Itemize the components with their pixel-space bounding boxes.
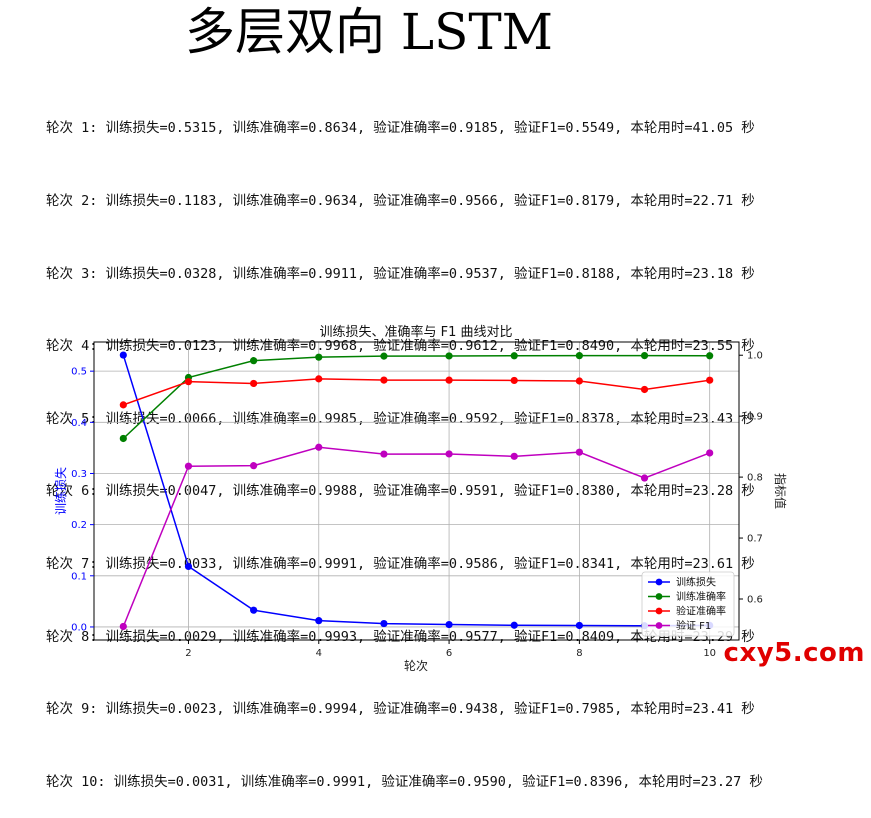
data-point <box>445 352 453 360</box>
legend-box <box>641 571 735 637</box>
plot-frame <box>93 341 740 641</box>
data-point <box>510 376 518 385</box>
series-line <box>122 354 710 627</box>
data-point <box>575 448 583 456</box>
series-line <box>122 354 710 440</box>
log-line: 轮次 10: 训练损失=0.0031, 训练准确率=0.9991, 验证准确率=… <box>46 773 763 790</box>
left-y-tick-label: 0.2 <box>71 520 87 531</box>
data-point <box>250 379 258 388</box>
x-tick-label: 4 <box>316 648 322 659</box>
data-point <box>250 357 258 365</box>
data-point <box>706 352 714 360</box>
legend-label: 训练损失 <box>676 576 716 589</box>
x-tick-label: 10 <box>703 648 716 659</box>
right-y-tick-label: 0.8 <box>747 473 763 484</box>
left-y-tick-label: 0.4 <box>71 418 87 429</box>
log-line: 轮次 7: 训练损失=0.0033, 训练准确率=0.9991, 验证准确率=0… <box>46 555 755 572</box>
data-point <box>315 443 323 451</box>
x-axis-label: 轮次 <box>404 659 428 673</box>
data-point <box>445 376 453 384</box>
data-point <box>315 353 323 361</box>
right-y-tick-label: 1.0 <box>747 351 763 362</box>
legend-swatch-marker <box>655 593 663 600</box>
left-axis-label: 训练损失 <box>53 467 68 515</box>
data-point <box>640 351 649 360</box>
legend-label: 验证准确率 <box>676 605 726 618</box>
data-point <box>184 462 193 470</box>
data-point <box>315 617 323 625</box>
data-point <box>119 434 127 443</box>
data-point <box>184 562 193 571</box>
series-line <box>122 446 710 627</box>
data-point <box>184 378 193 386</box>
data-point <box>250 462 258 470</box>
data-point <box>119 622 127 631</box>
log-line: 轮次 5: 训练损失=0.0066, 训练准确率=0.9985, 验证准确率=0… <box>46 410 755 427</box>
data-point <box>640 474 649 482</box>
log-line: 轮次 9: 训练损失=0.0023, 训练准确率=0.9994, 验证准确率=0… <box>46 701 755 718</box>
metrics-chart: 训练损失、准确率与 F1 曲线对比 2 4 6 8 10 0.0 0.1 0.2 0.3 0.4 0… <box>53 324 788 673</box>
data-point <box>510 352 518 360</box>
x-tick-label: 8 <box>576 648 582 659</box>
data-point <box>640 385 649 394</box>
data-point <box>445 620 453 629</box>
left-y-tick-label: 0.3 <box>71 469 87 480</box>
x-tick-label: 6 <box>446 648 452 659</box>
legend-swatch-marker <box>655 607 663 615</box>
data-point <box>510 452 518 460</box>
left-y-tick-label: 0.5 <box>71 367 87 378</box>
series-line <box>123 378 710 406</box>
left-y-tick-label: 0.1 <box>71 571 87 582</box>
data-point <box>250 606 258 614</box>
data-point <box>445 450 453 458</box>
page-title: 多层双向 LSTM <box>185 3 553 61</box>
data-point <box>119 401 127 409</box>
log-line: 轮次 8: 训练损失=0.0029, 训练准确率=0.9993, 验证准确率=0… <box>46 628 755 645</box>
log-line: 轮次 2: 训练损失=0.1183, 训练准确率=0.9634, 验证准确率=0… <box>46 193 755 209</box>
data-point <box>119 351 127 359</box>
log-line: 轮次 3: 训练损失=0.0328, 训练准确率=0.9911, 验证准确率=0… <box>46 265 755 282</box>
right-y-tick-label: 0.7 <box>747 534 763 545</box>
chart-title: 训练损失、准确率与 F1 曲线对比 <box>319 324 512 340</box>
legend-swatch-marker <box>655 622 663 629</box>
data-point <box>575 621 583 630</box>
data-point <box>706 449 714 457</box>
legend-swatch-marker <box>655 578 663 586</box>
right-axis-label: 指标值 <box>773 473 788 509</box>
legend-label: 验证 F1 <box>676 619 711 632</box>
data-point <box>315 375 323 383</box>
data-point <box>380 450 388 458</box>
data-point <box>706 376 714 384</box>
left-y-tick-label: 0.0 <box>71 622 87 633</box>
log-line: 轮次 1: 训练损失=0.5315, 训练准确率=0.8634, 验证准确率=0… <box>46 120 755 137</box>
data-point <box>510 621 518 629</box>
data-point <box>380 376 388 384</box>
legend-label: 训练准确率 <box>676 590 726 603</box>
data-point <box>380 619 388 628</box>
right-y-tick-label: 0.6 <box>747 594 763 605</box>
data-point <box>575 377 583 385</box>
axes: 2 4 6 8 10 0.0 0.1 0.2 0.3 0.4 0.5 0.6 0.7 0.8 0.9 1.0 <box>71 351 763 659</box>
x-tick-label: 2 <box>185 648 191 659</box>
watermark: cxy5.com <box>723 638 865 668</box>
series-layer <box>119 351 714 631</box>
data-point <box>380 352 388 360</box>
data-point <box>575 352 583 360</box>
right-y-tick-label: 0.9 <box>747 412 763 423</box>
